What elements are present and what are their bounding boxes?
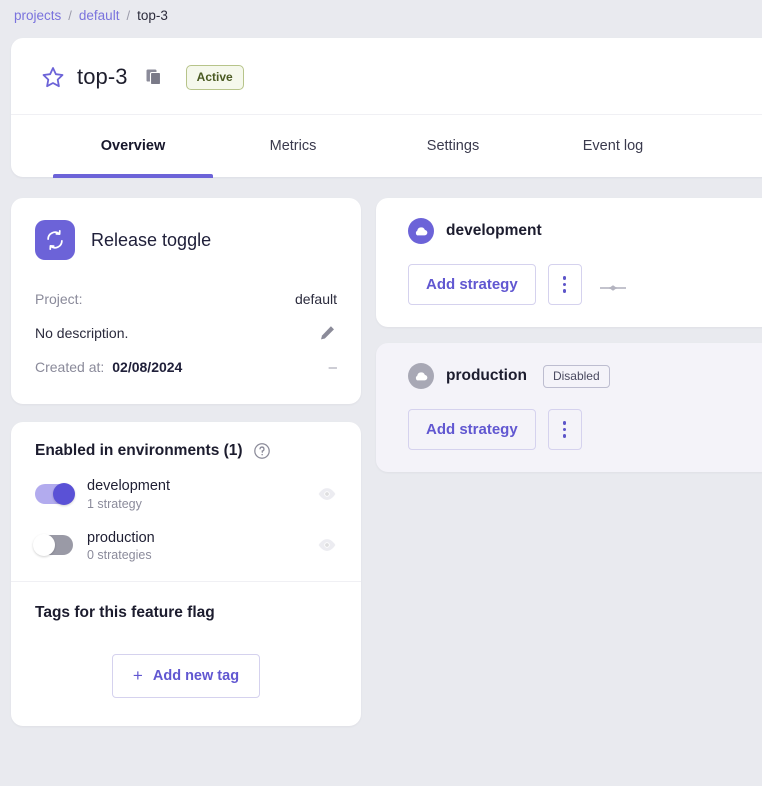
toggle-production[interactable] (33, 534, 73, 557)
tab-overview-label: Overview (100, 138, 166, 154)
created-at-group: Created at: 02/08/2024 (35, 359, 182, 375)
environment-texts: production 0 strategies (87, 529, 303, 563)
copy-icon[interactable] (144, 67, 164, 87)
created-at-row: Created at: 02/08/2024 – (35, 350, 337, 384)
star-outline-icon[interactable] (41, 65, 65, 89)
enabled-environments-title: Enabled in environments (1) (35, 442, 243, 459)
environment-name: development (87, 478, 171, 494)
main-content: Release toggle Project: default No descr… (0, 198, 762, 786)
enabled-environments-header: Enabled in environments (1) (11, 422, 361, 468)
left-column: Release toggle Project: default No descr… (11, 198, 361, 727)
project-row: Project: default (35, 282, 337, 316)
tab-settings-label: Settings (426, 138, 480, 154)
project-label: Project: (35, 291, 83, 307)
created-at-label: Created at: (35, 359, 105, 375)
tab-metrics[interactable]: Metrics (213, 115, 373, 177)
release-toggle-header: Release toggle (35, 220, 337, 260)
environment-card-actions: Add strategy (408, 409, 762, 450)
status-badge: Active (185, 64, 244, 90)
tab-bar: Overview Metrics Settings Event log (11, 115, 762, 178)
environment-card-header: development (408, 218, 762, 244)
add-new-tag-button[interactable]: + Add new tag (111, 654, 261, 699)
environment-texts: development 1 strategy (87, 477, 303, 511)
breadcrumb-item-projects[interactable]: projects (14, 8, 62, 23)
environment-card-header: production Disabled (408, 363, 762, 389)
project-value: default (294, 291, 337, 307)
environment-strategy-count: 1 strategy (87, 496, 142, 511)
tab-metrics-label: Metrics (269, 138, 317, 154)
environment-name: production (87, 529, 155, 546)
environment-card-name: development (446, 222, 542, 239)
add-strategy-button[interactable]: Add strategy (408, 264, 536, 305)
feature-flag-header-card: top-3 Active Overview Metrics Settings E… (11, 38, 762, 178)
breadcrumb-item-current: top-3 (137, 8, 168, 23)
header-title-row: top-3 Active (11, 38, 762, 115)
tab-settings[interactable]: Settings (373, 115, 533, 177)
breadcrumb-item-default[interactable]: default (78, 8, 120, 23)
more-vertical-icon[interactable] (547, 409, 582, 450)
page-title: top-3 (77, 64, 128, 89)
breadcrumb: projects / default / top-3 (0, 0, 762, 26)
environment-strategy-count: 0 strategies (87, 548, 152, 563)
question-circle-icon[interactable] (253, 442, 271, 460)
add-new-tag-label: Add new tag (152, 668, 240, 685)
sync-arrows-icon (35, 220, 75, 260)
plus-icon: + (132, 666, 143, 686)
eye-icon[interactable] (317, 484, 337, 504)
add-strategy-button[interactable]: Add strategy (408, 409, 536, 450)
description-row: No description. (35, 316, 337, 350)
environment-card-production: production Disabled Add strategy (376, 343, 762, 472)
environment-card-actions: Add strategy (408, 264, 762, 305)
tags-panel: Tags for this feature flag + Add new tag (11, 582, 361, 726)
pencil-icon[interactable] (318, 324, 337, 343)
description-text: No description. (35, 325, 129, 341)
environment-card-development: development Add strategy (376, 198, 762, 327)
release-toggle-card: Release toggle Project: default No descr… (11, 198, 361, 404)
cloud-icon (408, 218, 434, 244)
release-toggle-title: Release toggle (91, 229, 212, 250)
divider (11, 581, 361, 583)
tab-overview[interactable]: Overview (53, 115, 213, 178)
disabled-badge: Disabled (542, 364, 610, 388)
environment-toggle-row-development: development 1 strategy (11, 468, 361, 520)
eye-icon[interactable] (317, 535, 337, 555)
tags-title: Tags for this feature flag (35, 604, 215, 622)
tab-event-log[interactable]: Event log (533, 115, 693, 177)
breadcrumb-separator: / (126, 8, 131, 23)
more-vertical-icon[interactable] (547, 264, 582, 305)
tab-event-log-label: Event log (582, 138, 644, 154)
dash-glyph: – (328, 358, 337, 376)
toggle-development[interactable] (35, 482, 75, 505)
environment-card-name: production (446, 367, 527, 384)
enabled-environments-card: Enabled in environments (1) development … (11, 422, 361, 727)
right-column: development Add strategy (376, 198, 762, 472)
connector-icon (599, 280, 626, 291)
cloud-icon (408, 363, 434, 389)
tags-body: + Add new tag (35, 654, 337, 699)
environment-toggle-row-production: production 0 strategies (11, 520, 361, 572)
breadcrumb-separator: / (68, 8, 72, 23)
created-at-value: 02/08/2024 (112, 359, 183, 375)
